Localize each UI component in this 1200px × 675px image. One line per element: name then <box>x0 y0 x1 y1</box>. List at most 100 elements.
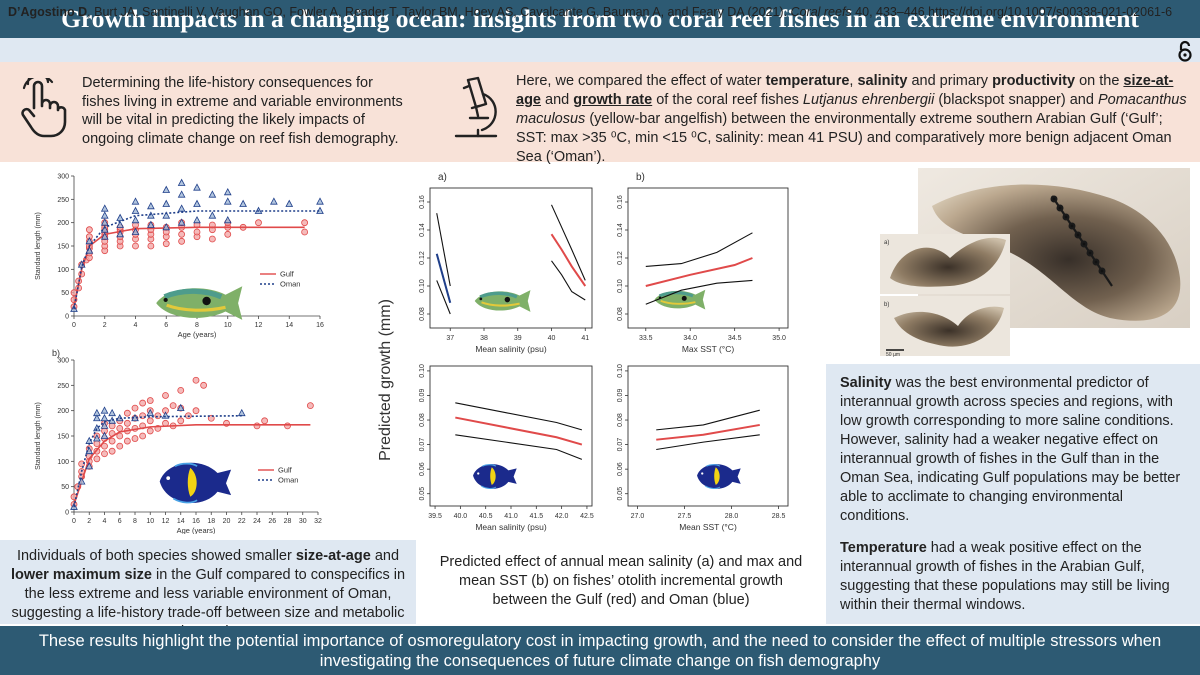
oman-data-point <box>208 190 217 198</box>
intro-band <box>0 62 1200 162</box>
gulf-data-point <box>116 442 124 450</box>
gulf-growth-curve <box>73 424 311 505</box>
finding-text: was the best environmental predictor of … <box>840 375 1181 524</box>
legend-oman-label: Oman <box>278 476 298 485</box>
oman-data-point <box>239 199 247 207</box>
y-tick-label: 300 <box>57 174 69 181</box>
oman-fit-line <box>435 253 452 304</box>
y-tick-label: 0.09 <box>419 389 426 403</box>
oman-data-point <box>100 406 109 414</box>
x-tick-label: 0 <box>72 518 76 525</box>
intro-text: of the coral reef fishes <box>652 92 803 108</box>
oman-data-point <box>93 408 101 417</box>
gulf-data-point <box>261 417 269 425</box>
size-at-age-box <box>0 540 416 624</box>
salinity-finding: Salinity was the best environmental pred… <box>840 374 1194 526</box>
x-tick-label: 4 <box>103 518 107 525</box>
y-tick-label: 150 <box>57 244 69 251</box>
y-tick-label: 0.16 <box>419 195 426 209</box>
gulf-data-point <box>78 460 86 468</box>
predicted-growth-figure: Predicted growth (mm) 0.08 0.10 0.12 0.14 0.1… <box>377 172 789 532</box>
oman-data-point <box>116 220 124 228</box>
gulf-data-point <box>162 392 169 399</box>
legend-oman-label: Oman <box>280 280 300 289</box>
x-tick-label: 28 <box>284 518 292 525</box>
oman-data-point <box>100 232 109 240</box>
x-tick-label: 33.5 <box>639 335 653 342</box>
plot-frame <box>627 187 789 329</box>
oman-data-point <box>131 227 140 235</box>
oman-data-point <box>237 408 246 417</box>
snapper-fish-icon <box>652 288 707 312</box>
gulf-data-point <box>132 242 139 250</box>
y-tick-label: 0.10 <box>419 364 426 378</box>
gulf-data-point <box>301 219 309 227</box>
gulf-data-point <box>306 402 314 409</box>
gulf-data-point <box>123 437 131 445</box>
y-tick-label: 0.16 <box>617 195 624 209</box>
x-tick-label: 30 <box>299 518 307 525</box>
gulf-data-point <box>101 442 108 450</box>
confidence-upper-line <box>645 232 753 267</box>
size-at-age-summary: Individuals of both species showed small… <box>4 547 412 642</box>
x-tick-label: 41.0 <box>504 513 518 520</box>
x-tick-label: 4 <box>134 322 138 329</box>
gulf-data-point <box>147 242 155 250</box>
gulf-data-point <box>193 228 201 236</box>
y-tick-label: 100 <box>57 459 69 466</box>
temperature-finding: Temperature had a weak positive effect o… <box>840 539 1194 615</box>
y-tick-label: 0.10 <box>617 279 624 293</box>
x-tick-label: 0 <box>72 322 76 329</box>
x-axis-title: Age (years) <box>177 526 216 534</box>
citation: D’Agostino D, Burt JA, Santinelli V, Vau… <box>8 5 1172 19</box>
intro-text: and primary <box>907 73 993 89</box>
y-tick-label: 0 <box>65 314 69 321</box>
gulf-data-point <box>177 417 185 425</box>
x-tick-label: 22 <box>238 518 246 525</box>
snapper-fish-icon <box>473 288 533 314</box>
y-tick-label: 0.08 <box>617 413 624 427</box>
doi-link[interactable]: https://doi.org/10.1007/s00338-021-02061… <box>928 5 1173 19</box>
x-tick-label: 16 <box>192 518 200 525</box>
x-tick-label: 2 <box>103 322 107 329</box>
x-tick-label: 14 <box>177 518 185 525</box>
gulf-data-point <box>224 230 232 238</box>
y-tick-label: 0.08 <box>617 307 624 321</box>
oman-data-point <box>131 215 140 224</box>
oman-data-point <box>85 462 94 470</box>
x-tick-label: 18 <box>207 518 215 525</box>
x-tick-label: 40.0 <box>454 513 468 520</box>
oman-data-point <box>162 199 171 207</box>
x-tick-label: 6 <box>118 518 122 525</box>
gulf-data-point <box>284 422 291 430</box>
x-tick-label: 35.0 <box>772 335 786 342</box>
gulf-data-point <box>108 422 116 430</box>
otolith-label-b: b) <box>884 302 889 308</box>
gulf-data-point <box>123 419 131 427</box>
angelfish-fish-icon <box>696 463 742 490</box>
oman-data-point <box>147 201 155 210</box>
term-growth-rate: growth rate <box>573 92 653 108</box>
study-description: Here, we compared the effect of water te… <box>516 72 1190 167</box>
oman-data-point <box>100 421 109 429</box>
x-axis-title: Age (years) <box>178 330 217 339</box>
gulf-data-point <box>146 427 154 435</box>
y-tick-label: 250 <box>57 197 69 204</box>
oman-data-point <box>131 206 140 214</box>
x-tick-label: 27.0 <box>631 513 645 520</box>
citation-bar <box>0 38 1200 62</box>
confidence-upper-line <box>455 402 583 431</box>
findings-box <box>826 364 1200 624</box>
term-salinity: salinity <box>857 73 908 89</box>
intro-text: on the <box>1075 73 1124 89</box>
x-tick-label: 41.5 <box>530 513 544 520</box>
oman-data-point <box>223 215 232 224</box>
oman-data-point <box>208 211 217 219</box>
oman-data-point <box>223 197 232 205</box>
panel-label: b) <box>52 348 60 358</box>
x-tick-label: 20 <box>223 518 231 525</box>
species-snapper: Lutjanus ehrenbergii <box>802 92 935 108</box>
x-tick-label: 10 <box>146 518 154 525</box>
y-tick-label: 200 <box>57 408 69 415</box>
